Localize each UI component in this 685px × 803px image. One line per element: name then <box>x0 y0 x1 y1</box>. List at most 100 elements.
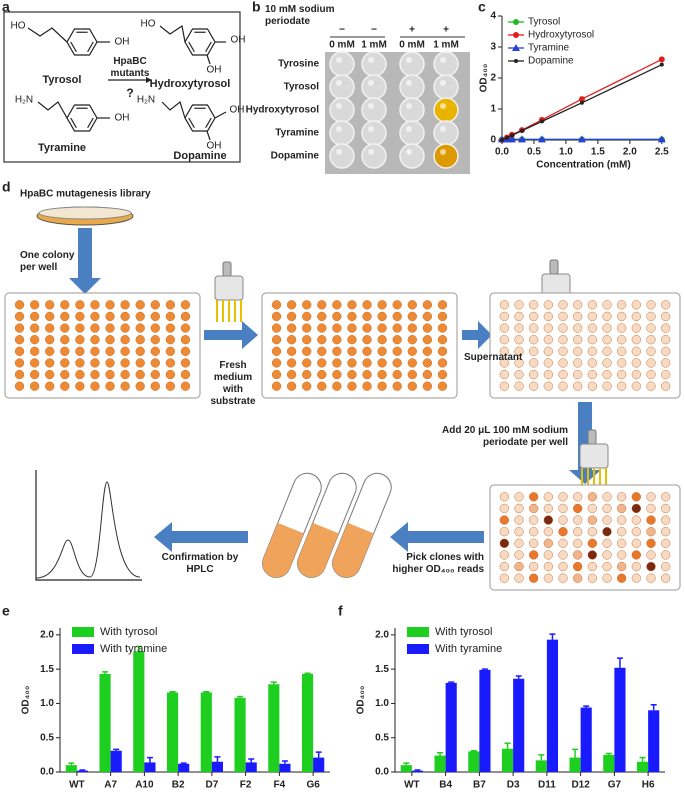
plate-well <box>543 335 553 345</box>
error-bar <box>180 762 187 764</box>
marker <box>509 133 514 138</box>
plate-well <box>377 300 387 310</box>
x-tick-label: B4 <box>439 780 452 791</box>
plate-well <box>75 346 85 356</box>
plate-well <box>617 515 627 525</box>
plate-well <box>617 300 627 310</box>
plate-well <box>287 381 297 391</box>
bond <box>66 28 98 56</box>
legend-swatch <box>72 644 94 654</box>
bar <box>313 757 325 772</box>
plate-well <box>631 550 641 560</box>
enzyme-label: HpaBC mutants <box>110 56 150 79</box>
marker <box>537 135 546 143</box>
error-bar <box>68 762 75 766</box>
bar <box>211 761 224 772</box>
tubes <box>262 472 392 578</box>
marker <box>514 59 518 63</box>
plate-well <box>392 311 402 322</box>
plate-well <box>60 346 70 356</box>
sign-label: − <box>339 25 345 36</box>
plate-well <box>437 335 448 345</box>
plate-well <box>661 300 671 310</box>
panel-label: a <box>2 0 10 15</box>
plate-well <box>407 369 417 380</box>
atom-label: OH <box>231 35 246 46</box>
plate-well <box>499 503 509 514</box>
plate-well <box>332 335 342 345</box>
plate-well <box>587 527 597 537</box>
plate-well <box>60 381 70 391</box>
plate-well <box>602 527 612 537</box>
plate-well <box>587 335 597 345</box>
row-label: Dopamine <box>271 151 320 162</box>
row-label: Tyrosine <box>278 59 319 70</box>
well <box>433 143 459 169</box>
error-bar <box>237 695 244 698</box>
plate-well <box>150 311 160 322</box>
plate-well <box>617 346 627 356</box>
plate-well <box>543 369 553 380</box>
plate-well <box>165 323 175 333</box>
plate-well <box>499 550 509 560</box>
plate-well <box>514 492 524 502</box>
plate-well <box>587 550 597 560</box>
plate-well <box>180 358 191 368</box>
petri-lid <box>38 206 132 220</box>
plate-well <box>30 358 40 368</box>
plate-well <box>558 503 568 514</box>
plate-well <box>631 538 641 548</box>
error-bar <box>304 672 311 675</box>
flow-arrow <box>154 522 248 552</box>
bond <box>188 117 195 129</box>
plate-well <box>543 311 553 322</box>
plate-well <box>661 573 671 583</box>
plate-well <box>573 527 583 537</box>
plate-well <box>407 311 417 322</box>
plate-well <box>558 550 568 560</box>
plate-well <box>362 300 372 310</box>
plate-well <box>317 311 327 322</box>
well-glint <box>406 126 412 132</box>
plate-well <box>602 369 612 380</box>
plate-well <box>150 381 160 391</box>
plate-well <box>514 527 524 537</box>
y-tick-label: 1 <box>490 104 496 115</box>
plate-well <box>90 346 100 356</box>
plate-well <box>543 538 553 548</box>
legend-label: Tyrosol <box>528 17 560 28</box>
marker <box>504 135 509 140</box>
plate-well <box>302 323 312 333</box>
plate-well <box>646 311 656 322</box>
plate-well <box>631 358 641 368</box>
legend-label: Dopamine <box>528 56 574 67</box>
marker <box>659 62 664 67</box>
x-tick-label: D3 <box>507 780 520 791</box>
plate-well <box>514 381 524 391</box>
bond <box>214 111 227 119</box>
plate-well <box>499 358 509 368</box>
plate-well <box>631 527 641 537</box>
plate-well <box>165 381 175 391</box>
plate-well <box>392 381 402 391</box>
plate-well <box>543 561 553 572</box>
plate-well <box>377 381 387 391</box>
plate-well <box>347 323 357 333</box>
plate-well <box>75 335 85 345</box>
plate-well <box>587 311 597 322</box>
plate-well <box>499 561 509 572</box>
plate-well <box>529 369 539 380</box>
bond <box>184 28 216 56</box>
hplc-axes <box>35 470 142 581</box>
plate-well <box>617 381 627 391</box>
well-glint <box>440 103 446 109</box>
atom-label: H₂N <box>137 95 155 106</box>
plate-well <box>180 369 191 380</box>
plate-well <box>573 311 583 322</box>
legend-swatch <box>72 627 94 637</box>
plate-well <box>661 311 671 322</box>
plate-well <box>150 358 160 368</box>
plate-well <box>558 335 568 345</box>
atom-label: OH <box>207 141 222 152</box>
